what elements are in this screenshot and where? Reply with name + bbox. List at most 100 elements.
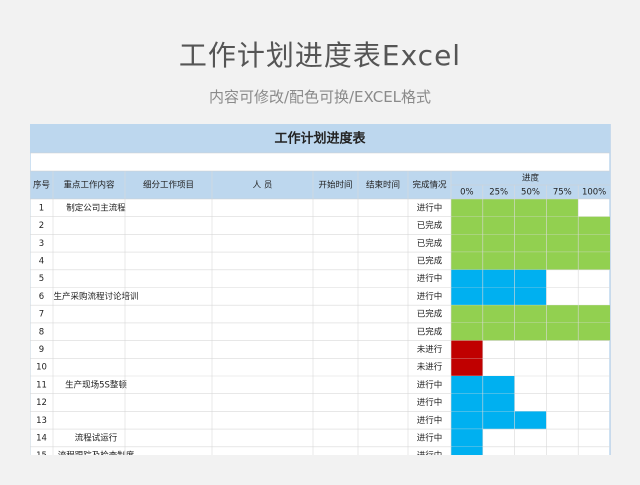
progress-cell [451,252,483,270]
progress-cell [546,234,579,253]
progress-cell [546,252,579,270]
column-header: 人 员 [253,181,273,191]
row-number: 2 [39,221,44,231]
status-text: 进行中 [417,379,443,390]
progress-cell [514,305,547,323]
column-header: 重点工作内容 [63,180,115,191]
progress-tick: 25% [489,188,508,198]
page-subtitle: 内容可修改/配色可换/EXCEL格式 [208,88,432,106]
progress-tick: 100% [582,188,606,198]
row-number: 9 [39,345,44,355]
progress-cell [451,429,483,447]
progress-cell [482,393,515,412]
progress-cell [546,216,579,235]
task-text: 制定公司主流程 [66,202,126,213]
progress-cell [546,305,579,323]
row-number: 13 [36,416,47,426]
progress-cell [451,322,483,341]
progress-cell [546,199,579,217]
status-text: 已完成 [417,309,443,320]
progress-cell [546,322,579,341]
progress-cell [514,234,547,253]
progress-header: 进度 [522,173,540,184]
progress-cell [451,393,483,412]
progress-cell [514,199,547,217]
row-number: 15 [36,451,47,461]
progress-tick: 50% [521,188,540,198]
task-text: 流程跟踪及检查制度 [58,450,135,461]
row-number: 6 [39,292,44,302]
row-number: 8 [39,327,44,337]
progress-cell [514,216,547,235]
progress-cell [514,287,547,306]
progress-cell [482,287,515,306]
status-text: 进行中 [417,432,443,443]
progress-cell [451,234,483,253]
status-text: 已完成 [417,326,443,337]
status-text: 已完成 [417,220,443,231]
progress-cell [451,411,483,430]
task-text: 生产采购流程讨论培训 [53,291,138,302]
progress-cell [451,340,483,359]
progress-tick: 0% [460,188,474,198]
progress-tick: 75% [553,188,572,198]
progress-cell [451,446,483,455]
status-text: 进行中 [417,202,443,213]
progress-cell [578,322,610,341]
row-number: 4 [39,256,44,266]
status-text: 进行中 [417,450,443,461]
table-title: 工作计划进度表 [274,131,366,147]
progress-cell [451,199,483,217]
progress-cell [482,216,515,235]
row-number: 10 [36,363,47,373]
page-title: 工作计划进度表Excel [178,39,462,72]
progress-cell [482,376,515,394]
status-text: 已完成 [417,255,443,266]
row-number: 1 [39,203,44,213]
progress-cell [451,376,483,394]
progress-cell [482,305,515,323]
progress-cell [514,322,547,341]
task-text: 生产现场5S整顿 [65,379,127,390]
progress-cell [578,234,610,253]
row-number: 12 [36,398,47,408]
column-header: 序号 [33,180,50,191]
column-header: 开始时间 [318,180,352,191]
status-text: 已完成 [417,238,443,249]
progress-cell [578,252,610,270]
progress-cell [482,252,515,270]
progress-cell [578,305,610,323]
row-number: 11 [36,380,47,390]
progress-cell [482,234,515,253]
progress-cell [451,269,483,288]
column-header: 结束时间 [366,180,400,191]
status-text: 进行中 [417,415,443,426]
status-text: 未进行 [417,344,443,355]
status-text: 进行中 [417,273,443,284]
row-number: 14 [36,433,47,443]
task-text: 流程试运行 [75,432,118,443]
row-number: 7 [39,310,44,320]
progress-cell [451,358,483,376]
progress-cell [482,411,515,430]
progress-cell [482,199,515,217]
title-band [30,124,610,153]
progress-cell [451,216,483,235]
row-number: 3 [39,239,44,249]
status-text: 进行中 [417,397,443,408]
progress-cell [451,305,483,323]
progress-cell [482,322,515,341]
row-number: 5 [39,274,44,284]
progress-cell [514,411,547,430]
progress-cell [514,269,547,288]
column-header: 细分工作项目 [143,180,194,191]
column-header: 完成情况 [412,180,447,191]
status-text: 进行中 [417,291,443,302]
progress-cell [482,269,515,288]
status-text: 未进行 [417,362,443,373]
progress-cell [578,216,610,235]
